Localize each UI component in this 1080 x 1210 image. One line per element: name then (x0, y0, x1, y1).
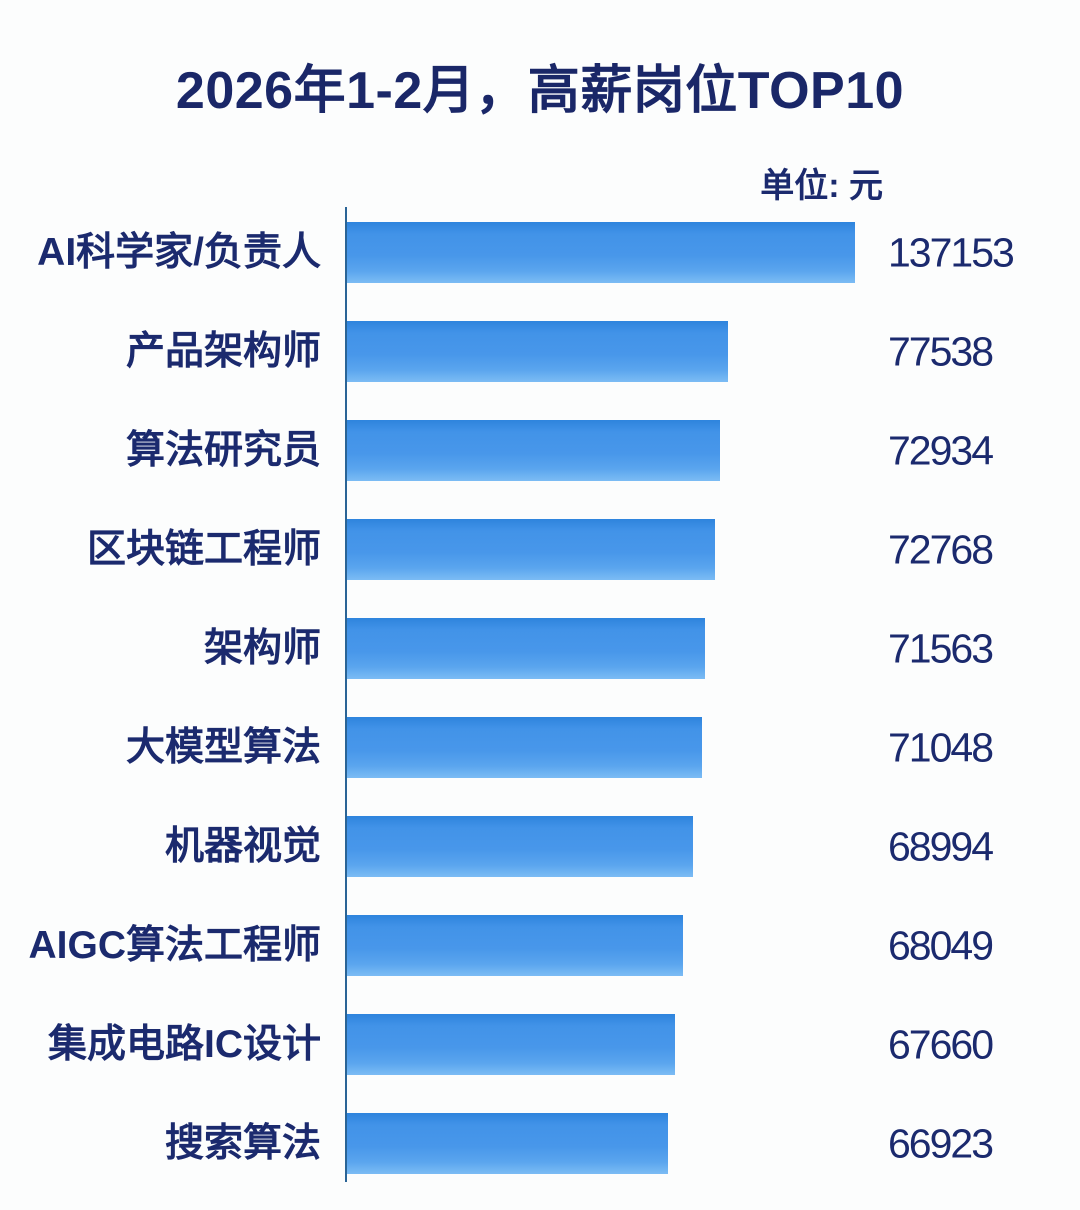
bar (347, 222, 855, 283)
chart-row: 产品架构师 77538 (0, 321, 1080, 382)
category-label: 集成电路IC设计 (47, 1023, 321, 1066)
value-label: 71048 (888, 724, 994, 770)
value-label: 77538 (888, 328, 994, 374)
bar (347, 816, 693, 877)
value-label: 71563 (888, 625, 994, 671)
bar (347, 915, 683, 976)
category-label: AI科学家/负责人 (37, 231, 321, 274)
category-label: 算法研究员 (125, 429, 321, 472)
bar (347, 618, 705, 679)
value-label: 72934 (888, 427, 994, 473)
bar (347, 519, 715, 580)
unit-label: 单位: 元 (760, 167, 883, 205)
bar (347, 717, 702, 778)
value-label: 137153 (888, 229, 1015, 275)
value-label: 66923 (888, 1120, 994, 1166)
chart-row: 大模型算法 71048 (0, 717, 1080, 778)
bar (347, 1014, 675, 1075)
value-label: 72768 (888, 526, 994, 572)
category-label: 搜索算法 (164, 1122, 321, 1165)
category-label: 机器视觉 (164, 825, 321, 868)
category-label: AIGC算法工程师 (28, 924, 321, 967)
value-label: 68049 (888, 922, 994, 968)
chart-row: 算法研究员 72934 (0, 420, 1080, 481)
category-label: 架构师 (203, 627, 321, 670)
bar (347, 420, 720, 481)
chart-row: 集成电路IC设计 67660 (0, 1014, 1080, 1075)
chart-row: 机器视觉 68994 (0, 816, 1080, 877)
chart-row: 搜索算法 66923 (0, 1113, 1080, 1174)
chart-row: AI科学家/负责人 137153 (0, 222, 1080, 283)
y-axis-line (345, 207, 347, 1182)
chart-row: 区块链工程师 72768 (0, 519, 1080, 580)
chart-row: 架构师 71563 (0, 618, 1080, 679)
chart-title: 2026年1-2月，高薪岗位TOP10 (175, 62, 905, 120)
value-label: 68994 (888, 823, 994, 869)
bar (347, 321, 728, 382)
category-label: 产品架构师 (125, 330, 321, 373)
chart-row: AIGC算法工程师 68049 (0, 915, 1080, 976)
category-label: 大模型算法 (125, 726, 321, 769)
category-label: 区块链工程师 (86, 528, 321, 571)
bar (347, 1113, 668, 1174)
value-label: 67660 (888, 1021, 994, 1067)
